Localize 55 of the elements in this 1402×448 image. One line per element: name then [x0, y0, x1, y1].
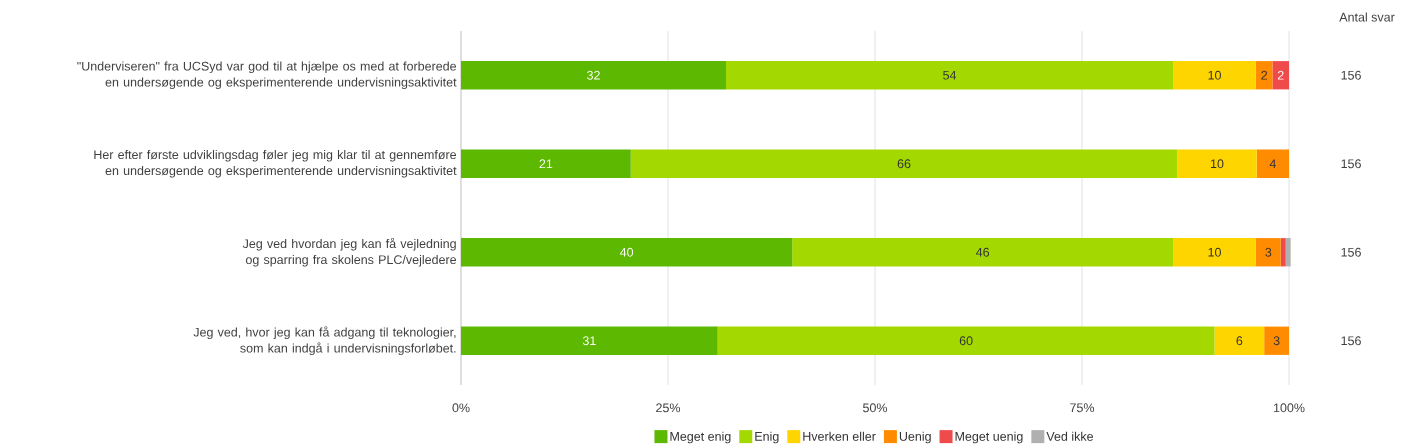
bar — [461, 61, 726, 90]
data-label: 10 — [1208, 70, 1221, 80]
bar — [717, 326, 1215, 355]
bar — [1173, 61, 1256, 90]
x-tick-label: 100% — [1273, 403, 1305, 413]
data-label: 10 — [1210, 159, 1224, 169]
data-label: 4 — [1269, 159, 1276, 169]
bar — [1173, 238, 1256, 267]
x-tick-label: 75% — [1070, 403, 1095, 413]
legend-label: Meget enig — [670, 431, 731, 444]
y-tick-label: Jeg ved, hvor jeg kan få adgang til teknologier, som kan indgå i undervisningsforløbet. — [193, 326, 456, 356]
bar — [461, 149, 631, 178]
bar — [1255, 238, 1281, 267]
text: Antal svar — [1339, 12, 1395, 22]
bar — [1280, 238, 1286, 267]
text: 156 — [1341, 159, 1361, 169]
data-label: 66 — [897, 159, 911, 169]
bar — [461, 326, 718, 355]
data-label: 2 — [1277, 70, 1284, 80]
data-label: 10 — [1208, 247, 1221, 257]
bar — [1214, 326, 1265, 355]
legend-label: Uenig — [899, 431, 931, 444]
data-label: 2 — [1261, 70, 1268, 80]
y-tick-label: Jeg ved hvordan jeg kan få vejledning og sparring fra skolens PLC/vejledere — [242, 237, 457, 267]
legend-label: Ved ikke — [1046, 431, 1093, 441]
data-label: 3 — [1273, 336, 1280, 346]
data-label: 40 — [619, 247, 634, 257]
legend-label: Enig — [755, 431, 779, 444]
bar — [1264, 326, 1290, 355]
data-label: 32 — [587, 70, 600, 80]
text: 156 — [1341, 247, 1361, 257]
y-tick-label: "Underviseren" fra UCSyd var god til at hjælpe os med at forberede en undersøgende og eksperimenterende undervisningsaktivitet — [77, 61, 457, 90]
bar — [725, 61, 1174, 90]
data-label: 3 — [1265, 247, 1272, 257]
data-label: 21 — [539, 159, 553, 169]
legend-label: Meget uenig — [955, 431, 1023, 444]
data-label: 46 — [975, 247, 990, 257]
data-label: 6 — [1236, 336, 1243, 346]
bar — [1177, 149, 1257, 178]
text: 156 — [1341, 336, 1361, 346]
data-label: 54 — [943, 70, 957, 80]
y-tick-label: Her efter første udviklingsdag føler jeg mig klar til at gennemføre en undersøgende og eksperimenterende undervisningsaktivitet — [94, 149, 457, 178]
bar — [1255, 61, 1273, 90]
bar — [1272, 61, 1290, 90]
legend-label: Hverken eller — [803, 431, 876, 441]
data-label: 60 — [959, 336, 973, 346]
bar — [630, 149, 1178, 178]
data-label: 31 — [582, 336, 596, 346]
bar — [792, 238, 1174, 267]
bar — [1256, 149, 1290, 178]
text: 156 — [1341, 70, 1361, 80]
x-tick-label: 50% — [863, 403, 888, 413]
x-tick-label: 25% — [656, 403, 681, 413]
bar — [461, 238, 793, 267]
x-tick-label: 0% — [452, 403, 470, 413]
